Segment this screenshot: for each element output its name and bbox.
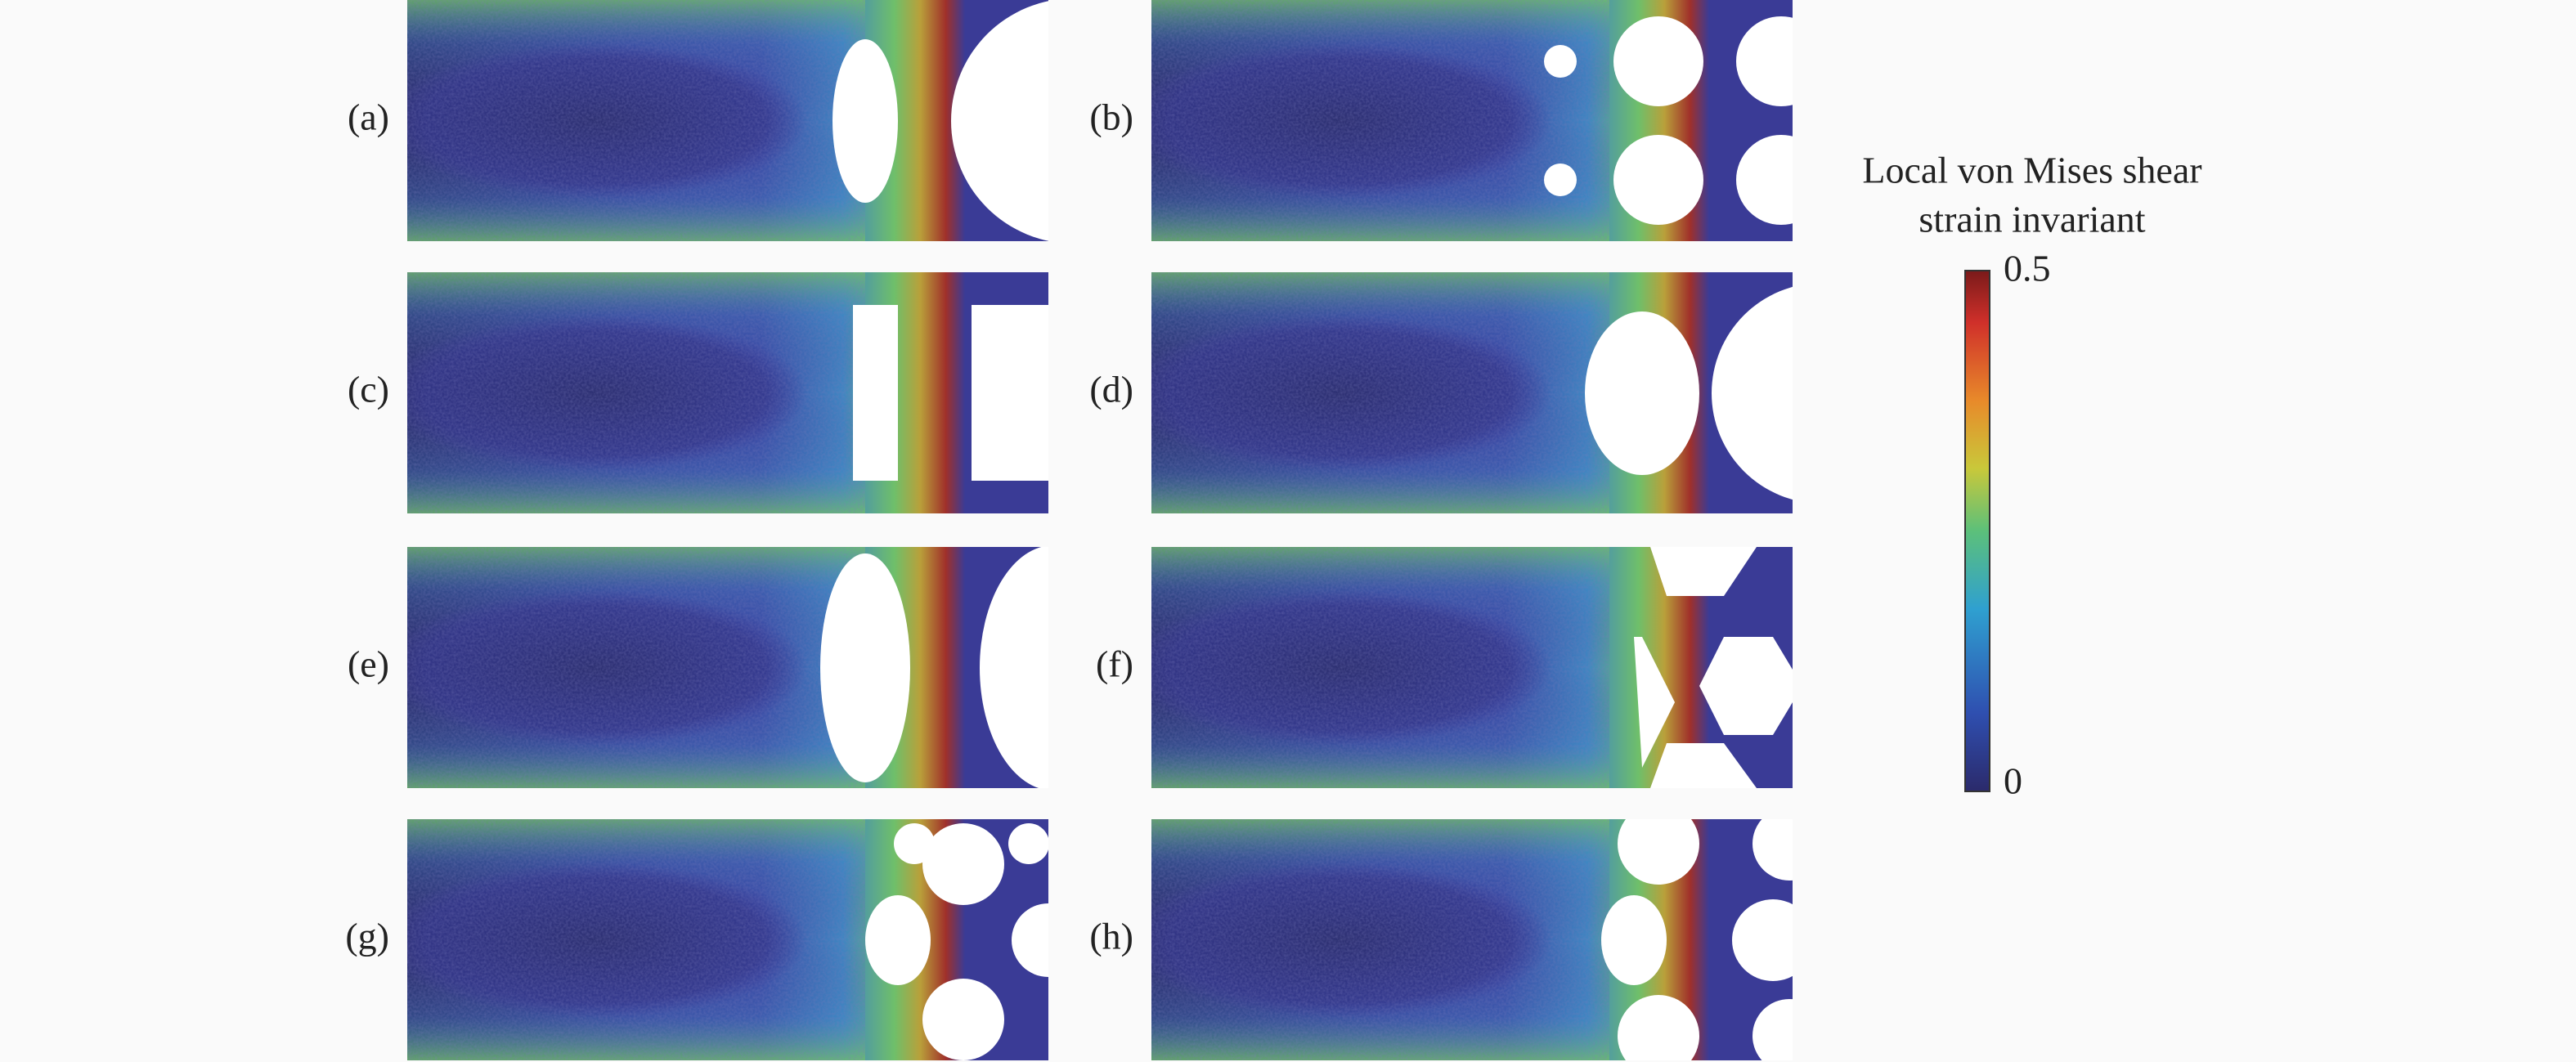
panel-label: (f) (1096, 643, 1133, 685)
hole (1544, 45, 1577, 78)
panel: (c) (348, 272, 1048, 513)
hole (1008, 823, 1048, 864)
hole (1650, 743, 1757, 788)
hole (1752, 999, 1793, 1060)
hole (1752, 819, 1793, 881)
hole (1618, 995, 1699, 1060)
colorbar-title: Local von Mises shear (1862, 150, 2201, 191)
panel-content (1151, 272, 1793, 513)
hole (820, 553, 910, 782)
hole (1736, 16, 1793, 106)
panel-label: (c) (348, 369, 389, 410)
colorbar-title: strain invariant (1919, 199, 2145, 240)
panel-content (407, 819, 1048, 1060)
panel-content (1151, 819, 1793, 1060)
hole (922, 823, 1004, 905)
hole (1585, 311, 1699, 475)
hole (1544, 164, 1577, 196)
texture (1151, 547, 1609, 788)
panel-label: (g) (345, 916, 389, 957)
panel-content (407, 547, 1048, 788)
hole (1613, 16, 1703, 106)
hole (1613, 135, 1703, 225)
hole (894, 823, 935, 864)
colorbar-max-label: 0.5 (2004, 248, 2051, 289)
hole (951, 1, 1048, 241)
hole (980, 547, 1048, 788)
panel: (e) (348, 547, 1048, 788)
hole (1736, 135, 1793, 225)
hole (1699, 637, 1793, 735)
hole (1650, 547, 1757, 596)
texture (407, 272, 865, 513)
texture (1151, 819, 1609, 1060)
panel-label: (a) (348, 96, 389, 138)
hole (922, 979, 1004, 1060)
panel-label: (b) (1089, 96, 1133, 138)
hole (853, 305, 898, 481)
hole (972, 305, 1048, 481)
panel-content (407, 0, 1048, 241)
colorbar-min-label: 0 (2004, 760, 2022, 802)
hole (1732, 899, 1793, 981)
texture (1151, 272, 1609, 513)
panel: (g) (345, 819, 1048, 1060)
panel: (b) (1089, 0, 1793, 241)
colorbar (1964, 270, 1990, 792)
panel-label: (d) (1089, 369, 1133, 410)
panel-label: (e) (348, 643, 389, 685)
panel-label: (h) (1089, 916, 1133, 957)
panel-content (407, 272, 1048, 513)
hole (865, 895, 931, 985)
texture (407, 0, 865, 241)
texture (1151, 0, 1609, 241)
hole (1618, 819, 1699, 885)
hole (1634, 637, 1675, 768)
panel: (f) (1096, 547, 1793, 788)
panel-content (1151, 547, 1793, 788)
hole (1012, 903, 1048, 977)
panel: (h) (1089, 819, 1793, 1060)
texture (407, 547, 865, 788)
hole (1712, 286, 1793, 500)
texture (407, 819, 865, 1060)
panel: (d) (1089, 272, 1793, 513)
panel-content (1151, 0, 1793, 241)
hole (832, 39, 898, 203)
hole (1601, 895, 1667, 985)
panel: (a) (348, 0, 1048, 241)
